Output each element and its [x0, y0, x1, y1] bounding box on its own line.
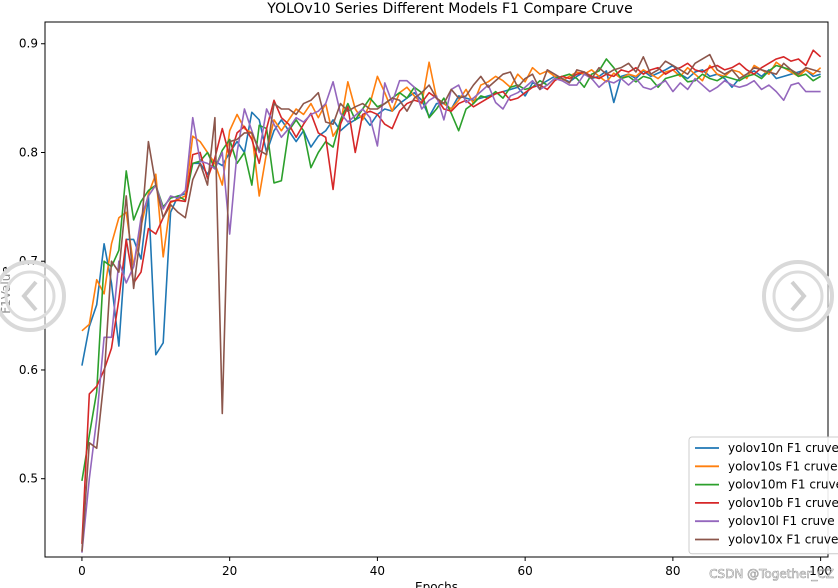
series-line-2 — [81, 58, 822, 482]
legend: yolov10n F1 cruve yolov10s F1 cruve yolov1… — [688, 436, 838, 555]
x-tick-label: 100 — [809, 564, 832, 578]
legend-box — [688, 436, 838, 555]
chevron-left-icon — [21, 280, 38, 312]
chart-title: YOLOv10 Series Different Models F1 Compa… — [266, 1, 632, 17]
legend-label: yolov10s F1 cruve — [728, 459, 838, 473]
x-tick-label: 20 — [222, 564, 237, 578]
y-tick-label: 0.9 — [19, 37, 38, 51]
series-line-3 — [81, 49, 822, 544]
series-layer — [81, 49, 822, 553]
y-tick-label: 0.5 — [19, 472, 38, 486]
x-tick-label: 80 — [665, 564, 680, 578]
x-axis-ticks: 0 20 40 60 80 100 — [78, 557, 832, 578]
x-tick-label: 40 — [370, 564, 385, 578]
series-line-1 — [81, 61, 822, 332]
legend-label: yolov10m F1 cruve — [728, 478, 838, 492]
series-line-5 — [81, 53, 821, 552]
x-tick-label: 0 — [78, 564, 86, 578]
chevron-right-icon — [790, 280, 807, 312]
legend-label: yolov10l F1 cruve — [728, 514, 835, 528]
previous-image-button[interactable] — [0, 260, 66, 332]
legend-label: yolov10n F1 cruve — [728, 441, 838, 455]
legend-label: yolov10x F1 cruve — [728, 533, 838, 547]
y-tick-label: 0.8 — [19, 145, 38, 159]
next-image-button[interactable] — [762, 260, 834, 332]
x-axis-label: Epochs — [415, 580, 458, 588]
watermark: CSDN @Together_CZ — [709, 567, 834, 581]
y-tick-label: 0.6 — [19, 363, 38, 377]
x-tick-label: 60 — [518, 564, 533, 578]
legend-label: yolov10b F1 cruve — [728, 496, 838, 510]
